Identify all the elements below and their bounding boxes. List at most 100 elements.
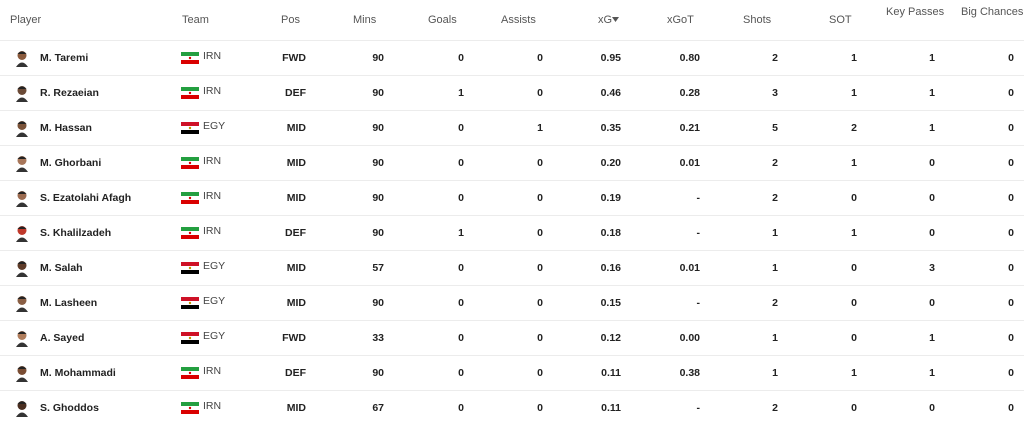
position: FWD [282, 332, 306, 344]
column-header[interactable]: Assists [501, 14, 536, 26]
minutes: 90 [372, 157, 384, 169]
assists: 0 [537, 227, 543, 239]
big-chances: 0 [1008, 402, 1014, 414]
player-avatar [13, 364, 31, 382]
goals: 0 [458, 262, 464, 274]
minutes: 57 [372, 262, 384, 274]
key-passes: 3 [929, 262, 935, 274]
xg: 0.15 [600, 297, 621, 309]
xgot: - [696, 297, 701, 309]
shots-on-target: 1 [851, 157, 857, 169]
table-row[interactable]: M. Hassan EGY MID 90 0 1 0.35 0.21 5 2 1 0 [0, 110, 1024, 145]
team: IRN [203, 190, 222, 202]
assists: 0 [537, 297, 543, 309]
shots-on-target: 0 [851, 402, 857, 414]
table-row[interactable]: M. Lasheen EGY MID 90 0 0 0.15 - 2 0 0 0 [0, 285, 1024, 320]
xg: 0.95 [600, 52, 621, 64]
team-flag [181, 51, 199, 64]
shots-on-target: 0 [851, 262, 857, 274]
shots: 2 [772, 52, 778, 64]
key-passes: 1 [929, 367, 935, 379]
player-name: R. Rezaeian [40, 87, 99, 99]
big-chances: 0 [1008, 192, 1014, 204]
player-avatar [13, 329, 31, 347]
big-chances: 0 [1008, 157, 1014, 169]
xg: 0.11 [601, 402, 621, 414]
table-row[interactable]: M. Ghorbani IRN MID 90 0 0 0.20 0.01 2 1 0 0 [0, 145, 1024, 180]
team: EGY [203, 295, 226, 307]
shots-on-target: 1 [851, 87, 857, 99]
team: IRN [203, 85, 222, 97]
xgot: - [696, 227, 701, 239]
position: MID [286, 402, 306, 414]
column-header: Player [10, 14, 42, 26]
player-avatar [13, 49, 31, 67]
xgot: 0.28 [679, 87, 700, 99]
goals: 0 [458, 157, 464, 169]
team: IRN [203, 225, 222, 237]
position: DEF [285, 367, 306, 379]
assists: 0 [537, 87, 543, 99]
table-row[interactable]: M. Mohammadi IRN DEF 90 0 0 0.11 0.38 1 1 1 0 [0, 355, 1024, 390]
assists: 0 [537, 332, 543, 344]
shots-on-target: 2 [851, 122, 857, 134]
table-row[interactable]: S. Ezatolahi Afagh IRN MID 90 0 0 0.19 - 2 0 0 0 [0, 180, 1024, 215]
team-flag [181, 121, 199, 134]
sort-arrow [612, 17, 619, 22]
big-chances: 0 [1008, 297, 1014, 309]
column-header[interactable]: SOT [829, 14, 852, 26]
big-chances: 0 [1008, 122, 1014, 134]
xgot: 0.01 [679, 157, 700, 169]
xgot: - [696, 192, 701, 204]
xgot: 0.00 [679, 332, 700, 344]
position: MID [286, 122, 306, 134]
column-header[interactable]: xG [598, 14, 613, 26]
shots-on-target: 1 [851, 52, 857, 64]
table-row[interactable]: M. Salah EGY MID 57 0 0 0.16 0.01 1 0 3 0 [0, 250, 1024, 285]
column-header[interactable]: Goals [428, 14, 457, 26]
player-name: M. Lasheen [40, 297, 98, 309]
xgot: 0.01 [679, 262, 700, 274]
goals: 0 [458, 297, 464, 309]
column-header[interactable]: xGoT [667, 14, 694, 26]
column-header[interactable]: Key Passes [886, 6, 945, 18]
player-avatar [13, 259, 31, 277]
shots: 1 [772, 332, 778, 344]
team: EGY [203, 120, 226, 132]
table-row[interactable]: S. Khalilzadeh IRN DEF 90 1 0 0.18 - 1 1 0 0 [0, 215, 1024, 250]
position: FWD [282, 52, 306, 64]
player-avatar [13, 119, 31, 137]
big-chances: 0 [1008, 332, 1014, 344]
table-row[interactable]: M. Taremi IRN FWD 90 0 0 0.95 0.80 2 1 1 0 [0, 40, 1024, 75]
shots-on-target: 0 [851, 332, 857, 344]
xg: 0.20 [600, 157, 621, 169]
key-passes: 0 [929, 157, 935, 169]
xg: 0.16 [600, 262, 621, 274]
minutes: 90 [372, 52, 384, 64]
player-name: S. Ghoddos [40, 402, 99, 414]
column-header[interactable]: Big Chances [961, 6, 1024, 18]
table-row[interactable]: R. Rezaeian IRN DEF 90 1 0 0.46 0.28 3 1 1 0 [0, 75, 1024, 110]
big-chances: 0 [1008, 87, 1014, 99]
minutes: 90 [372, 297, 384, 309]
big-chances: 0 [1008, 227, 1014, 239]
column-header: Pos [281, 14, 300, 26]
goals: 0 [458, 52, 464, 64]
minutes: 90 [372, 122, 384, 134]
minutes: 67 [372, 402, 384, 414]
shots: 2 [772, 192, 778, 204]
table-row[interactable]: S. Ghoddos IRN MID 67 0 0 0.11 - 2 0 0 0 [0, 390, 1024, 421]
shots-on-target: 0 [851, 297, 857, 309]
player-avatar [13, 189, 31, 207]
column-header: Team [182, 14, 209, 26]
column-header[interactable]: Shots [743, 14, 772, 26]
table-row[interactable]: A. Sayed EGY FWD 33 0 0 0.12 0.00 1 0 1 0 [0, 320, 1024, 355]
minutes: 90 [372, 227, 384, 239]
assists: 0 [537, 52, 543, 64]
player-name: M. Salah [40, 262, 83, 274]
player-avatar [13, 154, 31, 172]
goals: 0 [458, 367, 464, 379]
shots-on-target: 1 [851, 227, 857, 239]
shots: 2 [772, 297, 778, 309]
column-header[interactable]: Mins [353, 14, 377, 26]
